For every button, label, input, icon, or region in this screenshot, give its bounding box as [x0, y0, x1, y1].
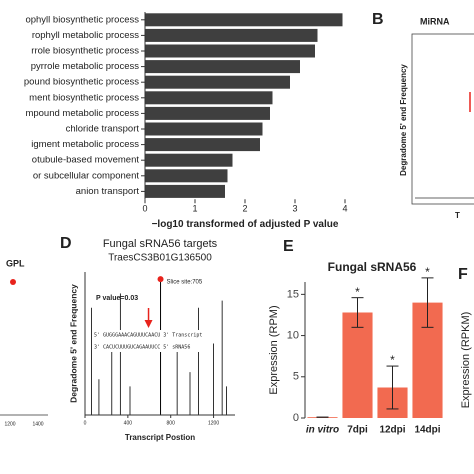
y-axis-label: Expression (RPKM) — [460, 312, 472, 409]
y-tick-label: rophyll metabolic process — [32, 30, 139, 41]
y-tick-label: rrole biosynthetic process — [31, 46, 139, 57]
panel-title: GPL — [6, 258, 25, 268]
y-tick-label: pound biosynthetic process — [24, 77, 139, 88]
x-tick-label: in vitro — [306, 425, 339, 436]
significance-label: * — [425, 265, 430, 279]
chart-title: Fungal sRNA56 targets — [103, 238, 218, 250]
y-tick-label: ment biosynthetic process — [29, 92, 139, 103]
x-axis-label: T — [455, 211, 460, 220]
y-axis-label: Degradome 5' end Frequency — [68, 284, 78, 403]
y-tick-label: 10 — [287, 329, 299, 341]
y-tick-label: 5 — [293, 371, 299, 383]
y-tick-label: otubule-based movement — [32, 155, 140, 166]
x-tick-label: 2 — [242, 204, 247, 214]
y-tick-label: 15 — [287, 288, 299, 300]
axes-box — [411, 33, 474, 205]
bar — [145, 75, 290, 89]
panel-label: F — [458, 266, 468, 283]
y-tick-label: or subcellular component — [33, 170, 140, 181]
significance-label: * — [355, 285, 360, 299]
chart-title: Fungal sRNA56 — [328, 260, 417, 274]
x-tick-label: 800 — [167, 420, 176, 426]
bar — [145, 44, 315, 58]
y-tick-label: mpound metabolic process — [25, 108, 139, 119]
x-tick-label: 3 — [292, 204, 297, 214]
y-axis-label: Expression (RPM) — [268, 305, 280, 394]
chart-subtitle: TraesCS3B01G136500 — [108, 253, 212, 264]
x-tick-label: 1200 — [4, 421, 15, 427]
y-axis-label: Degradome 5' end Frequency — [399, 64, 408, 176]
y-tick-label: pyrrole metabolic process — [31, 61, 139, 72]
bar — [145, 60, 300, 74]
x-tick-label: 1 — [192, 204, 197, 214]
bar — [145, 28, 318, 42]
panel-title: MiRNA — [420, 16, 450, 26]
panel-label: B — [372, 11, 384, 28]
y-tick-label: chloride transport — [66, 124, 140, 135]
x-tick-label: 1200 — [208, 420, 219, 426]
highlight-dot — [157, 276, 164, 283]
x-tick-label: 0 — [84, 420, 87, 426]
y-tick-label: anion transport — [76, 186, 140, 197]
y-tick-label: 0 — [293, 412, 299, 424]
x-tick-label: 14dpi — [414, 425, 440, 436]
y-tick-label: ophyll biosynthetic process — [25, 14, 139, 25]
x-tick-label: 0 — [142, 204, 147, 214]
arrow-head — [144, 320, 153, 328]
bar — [145, 13, 343, 27]
x-tick-label: 1400 — [32, 421, 43, 427]
panel-label: E — [283, 238, 294, 255]
bar — [145, 153, 233, 167]
x-axis-label: −log10 transformed of adjusted P value — [152, 219, 339, 230]
alignment-bg — [92, 330, 212, 352]
bar — [145, 106, 270, 120]
bar — [145, 169, 228, 183]
marker — [10, 279, 16, 285]
bar — [145, 138, 260, 152]
bar — [145, 122, 263, 136]
annotation: 5' GUGGGAAACAGUUUCAACU 3' Transcript — [94, 333, 202, 339]
bar — [342, 312, 373, 418]
panel-label: D — [60, 235, 72, 252]
annotation: 3' CACUCUUUGUCAGAAUUCC 5' sRNA56 — [94, 345, 190, 351]
significance-label: * — [390, 353, 395, 367]
bar — [145, 91, 273, 105]
annotation: Slice site:705 — [167, 280, 203, 286]
x-axis-label: Transcript Postion — [125, 433, 195, 442]
y-tick-label: igment metabolic process — [31, 139, 139, 150]
x-tick-label: 12dpi — [379, 425, 405, 436]
x-tick-label: 4 — [342, 204, 347, 214]
x-tick-label: 400 — [124, 420, 133, 426]
bar — [145, 184, 225, 198]
annotation: P value=0.03 — [96, 295, 138, 302]
x-tick-label: 7dpi — [347, 425, 368, 436]
